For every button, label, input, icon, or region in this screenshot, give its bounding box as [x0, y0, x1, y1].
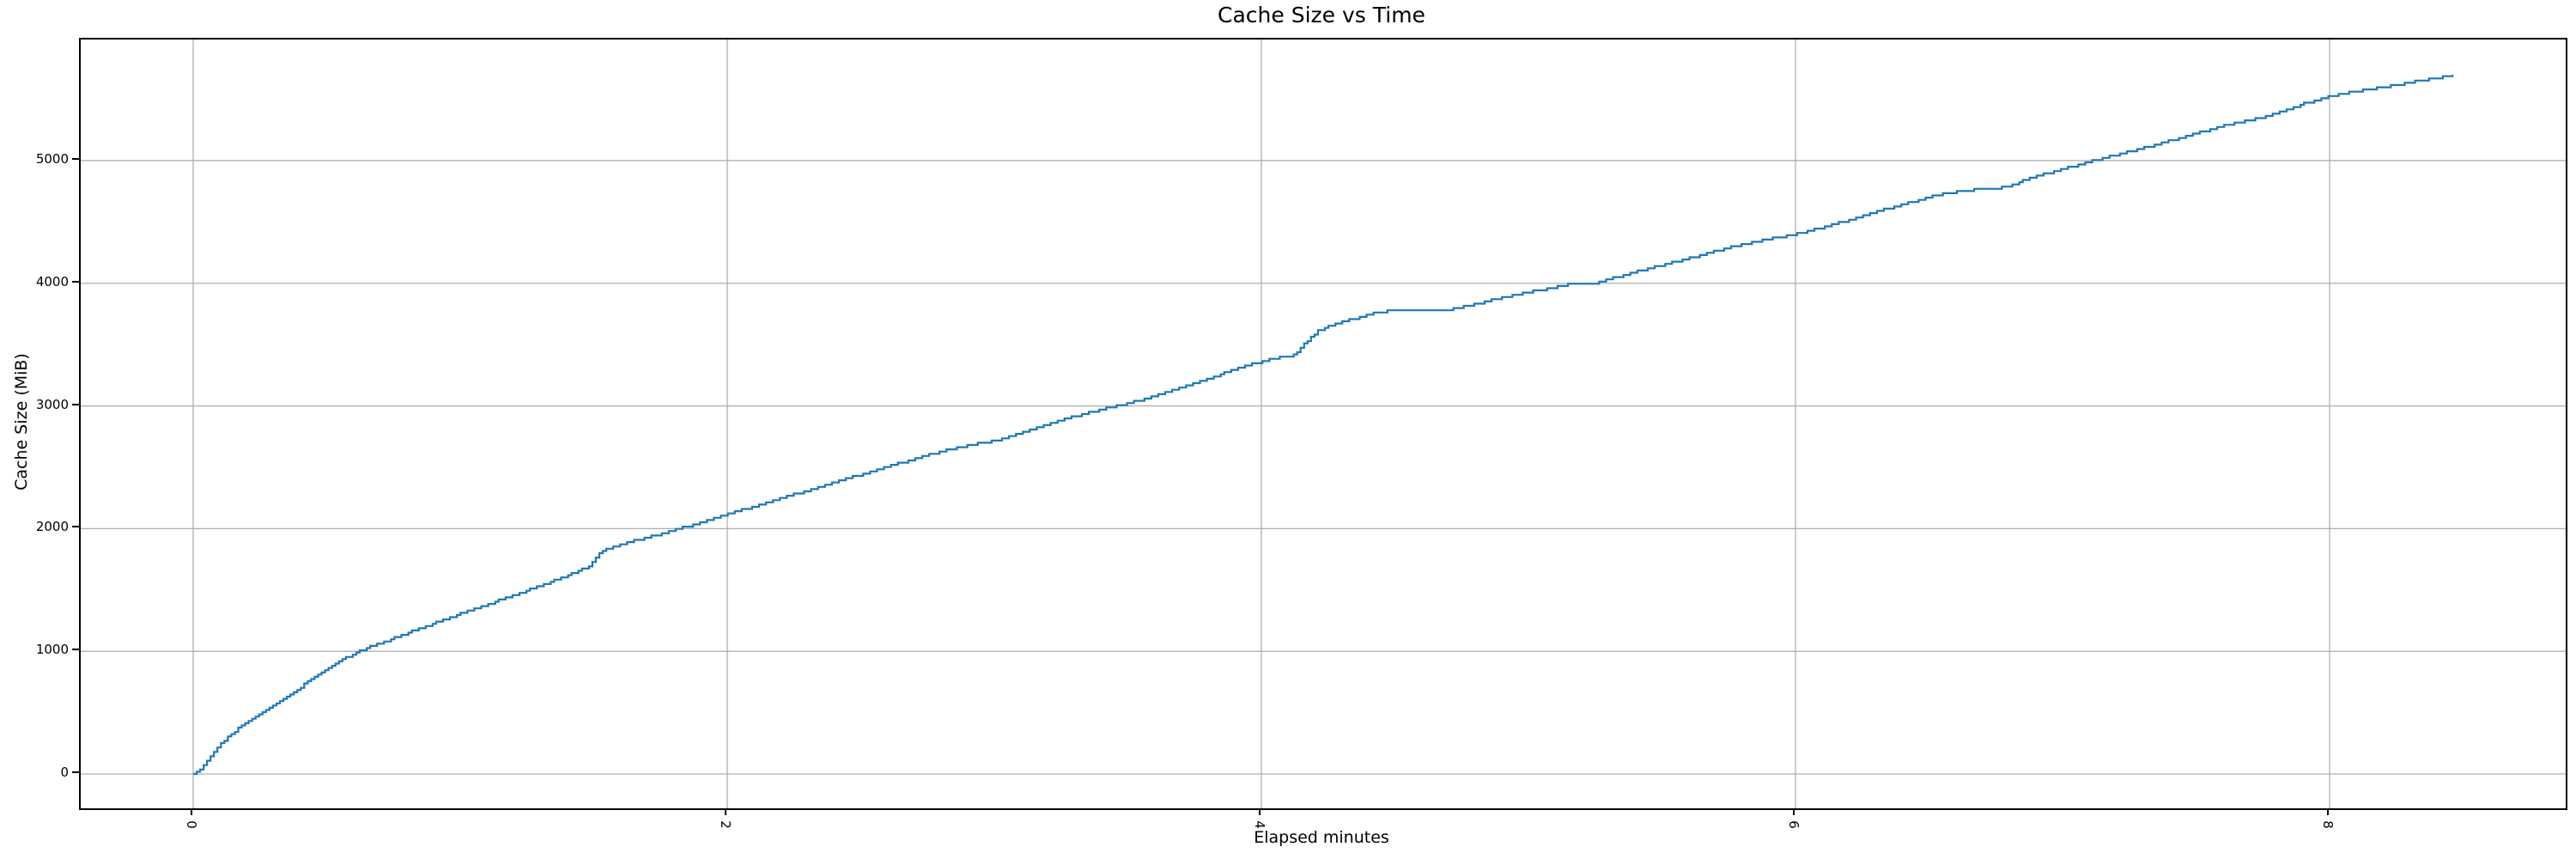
y-tick-mark: [72, 771, 79, 773]
y-tick-mark: [72, 157, 79, 160]
y-tick-mark: [72, 280, 79, 283]
y-tick-label: 3000: [35, 396, 69, 412]
x-tick-mark: [1793, 808, 1795, 815]
y-tick-label: 0: [60, 765, 69, 780]
x-tick-mark: [1258, 808, 1261, 815]
y-tick-label: 4000: [35, 273, 69, 289]
grid-lines: [81, 40, 2566, 808]
x-axis-label: Elapsed minutes: [1254, 828, 1389, 847]
plot-area: [79, 38, 2567, 810]
x-tick-mark: [190, 808, 192, 815]
cache-size-line: [192, 75, 2454, 776]
y-tick-mark: [72, 526, 79, 528]
plot-canvas: [81, 40, 2566, 808]
x-tick-mark: [724, 808, 726, 815]
y-tick-label: 1000: [35, 642, 69, 658]
chart-title: Cache Size vs Time: [1218, 3, 1425, 27]
y-tick-label: 2000: [35, 519, 69, 535]
y-tick-mark: [72, 649, 79, 651]
y-tick-mark: [72, 403, 79, 405]
y-axis-label: Cache Size (MiB): [12, 353, 31, 490]
y-tick-label: 5000: [35, 150, 69, 167]
x-tick-mark: [2327, 808, 2330, 815]
